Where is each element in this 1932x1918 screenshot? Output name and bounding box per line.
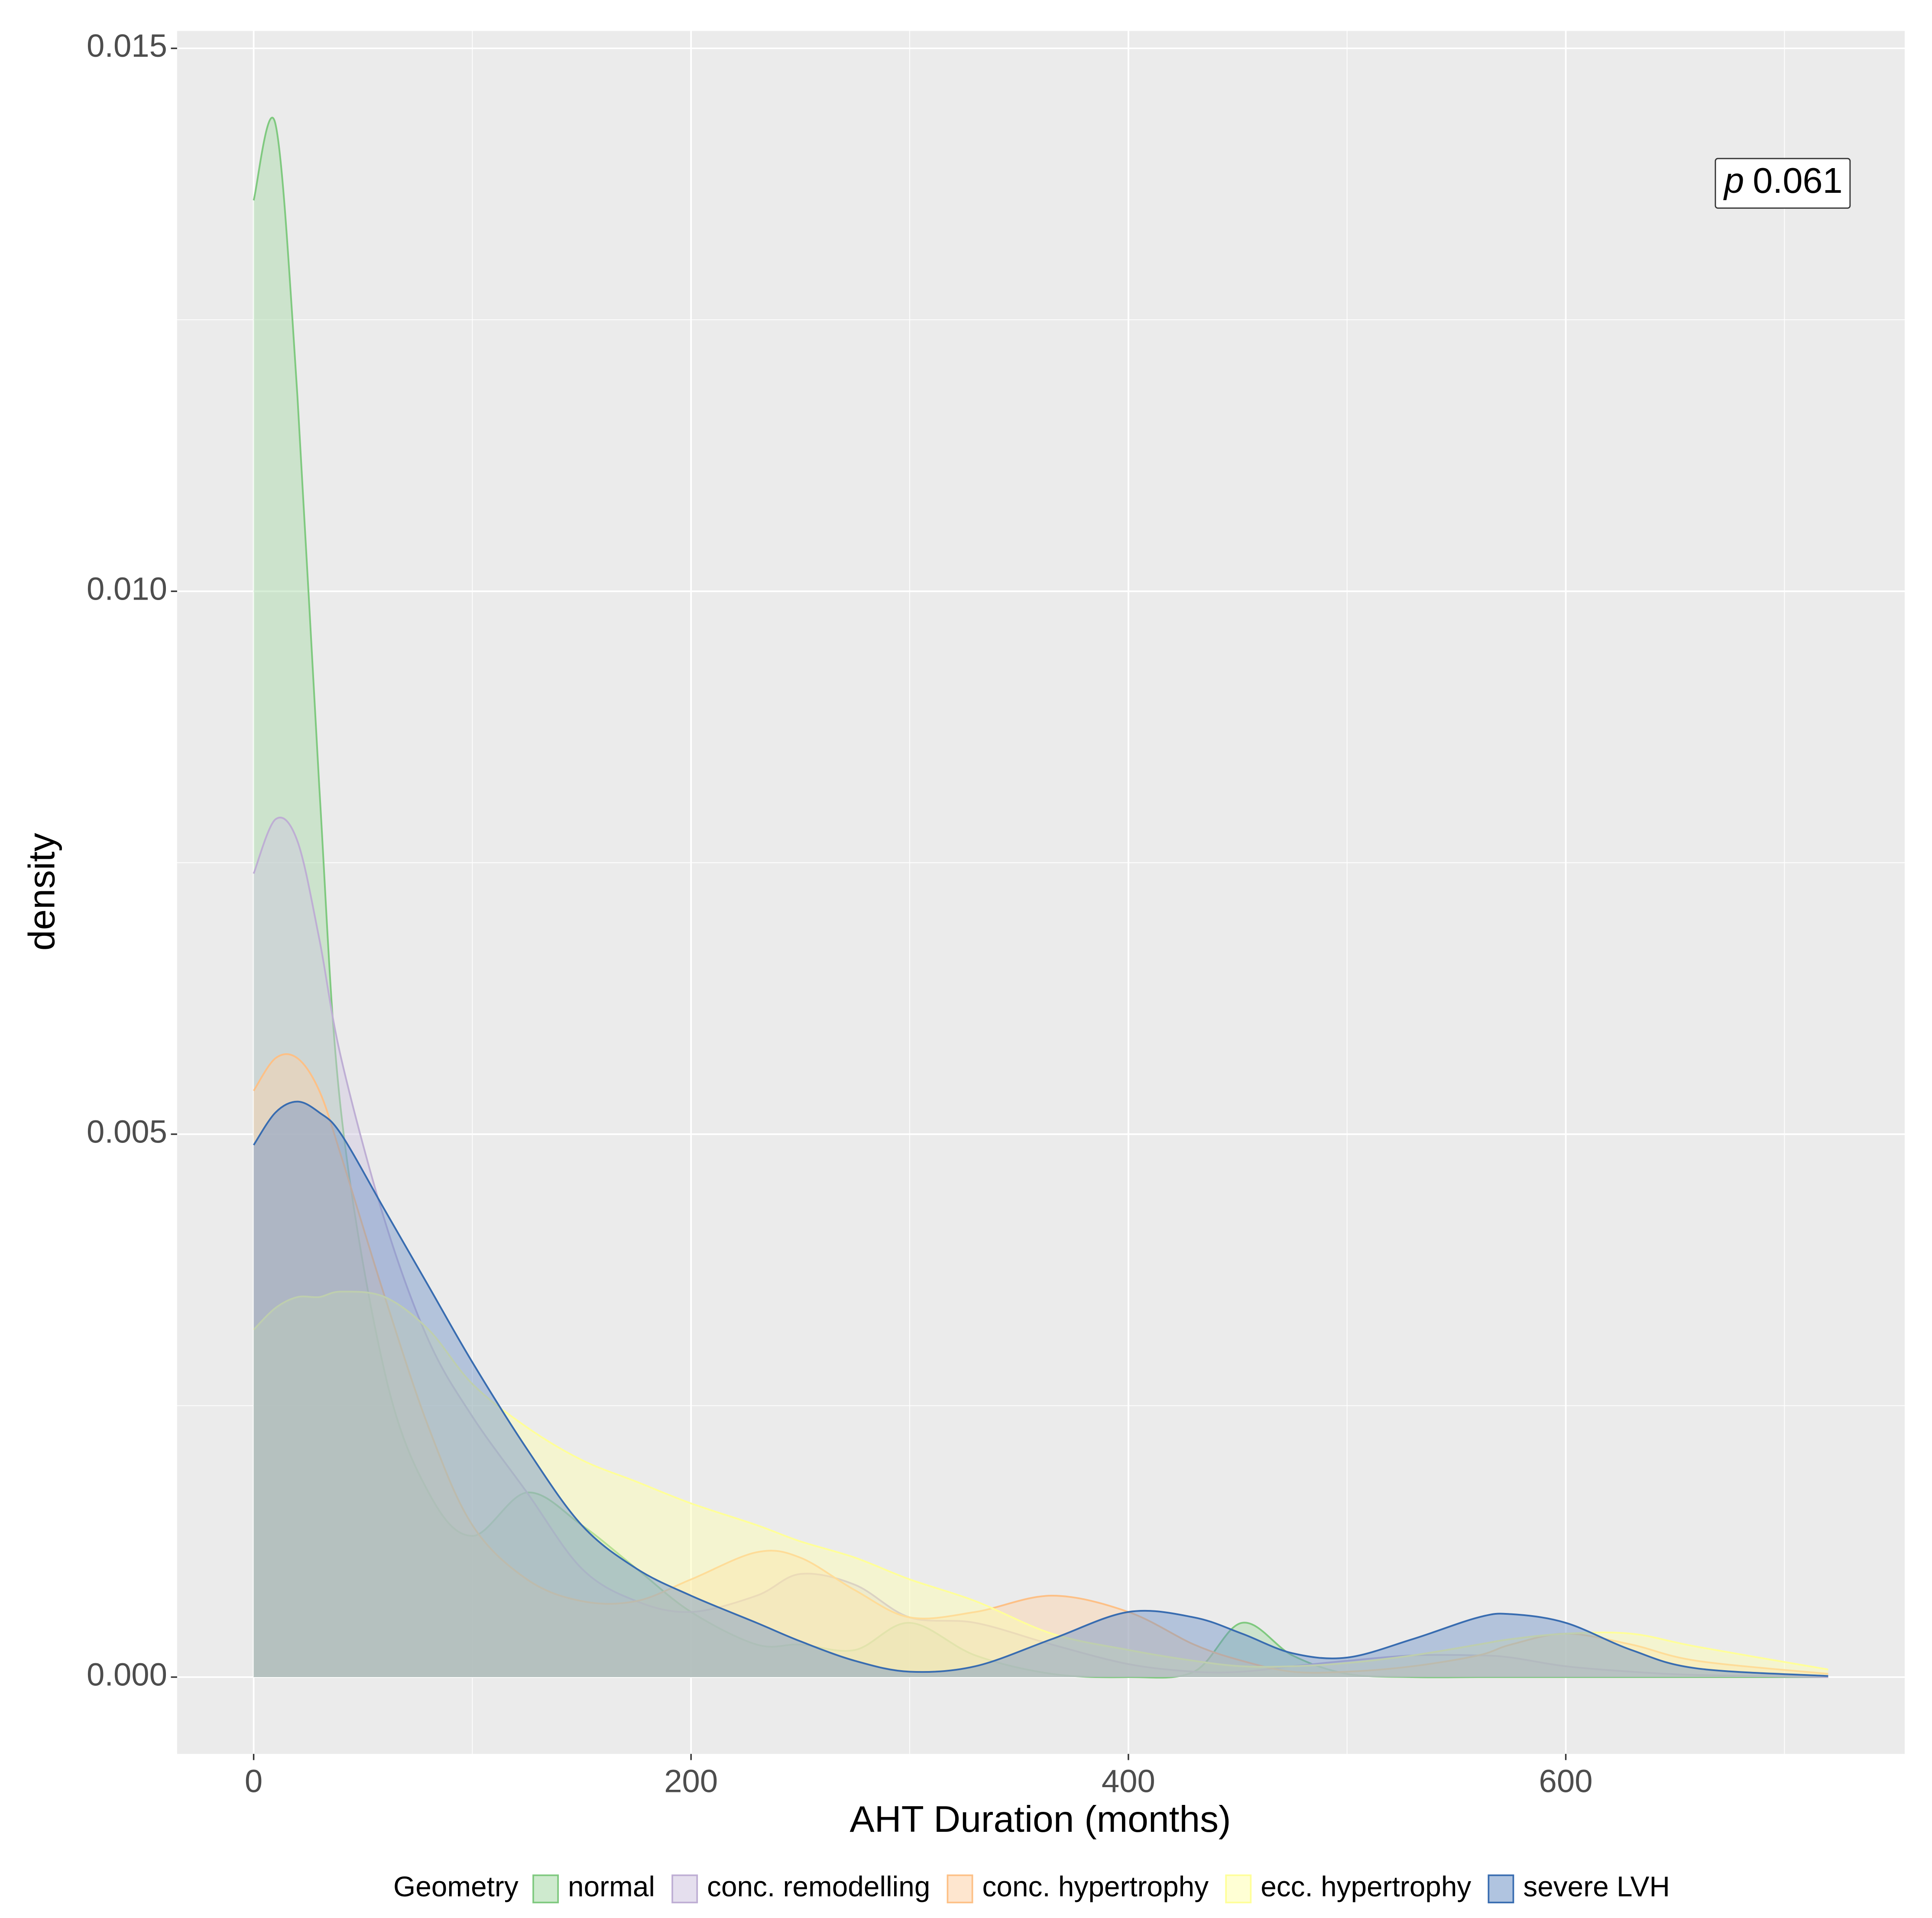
grid bbox=[177, 31, 1905, 1754]
annotation: p 0.061 bbox=[1715, 158, 1851, 209]
density-line bbox=[253, 117, 1828, 1679]
density-line bbox=[253, 1291, 1828, 1671]
density-area bbox=[253, 1292, 1828, 1678]
density-line bbox=[253, 1100, 1828, 1677]
density-area bbox=[253, 1101, 1828, 1678]
legend-key bbox=[671, 1874, 698, 1904]
annotation-box bbox=[1715, 158, 1851, 209]
legend-label: conc. remodelling bbox=[707, 1870, 930, 1902]
legend-key bbox=[947, 1874, 973, 1904]
density-areas bbox=[253, 117, 1828, 1679]
legend-label: ecc. hypertrophy bbox=[1261, 1870, 1471, 1902]
legend-label: normal bbox=[568, 1870, 655, 1902]
x-tick-label: 200 bbox=[664, 1763, 718, 1799]
y-tick-label: 0.010 bbox=[87, 571, 167, 607]
legend-label: severe LVH bbox=[1523, 1870, 1670, 1902]
density-area bbox=[253, 818, 1828, 1678]
axes: 0 200 400 600 0.000 0.005 0.010 0.015 bbox=[87, 28, 1593, 1799]
panel-background bbox=[177, 31, 1905, 1754]
legend-key bbox=[1488, 1874, 1514, 1904]
legend-key bbox=[1225, 1874, 1252, 1904]
annotation-symbol: p bbox=[1723, 160, 1744, 201]
x-axis-title: AHT Duration (months) bbox=[850, 1798, 1231, 1840]
x-tick-label: 600 bbox=[1539, 1763, 1593, 1799]
annotation-value: 0.061 bbox=[1753, 160, 1842, 201]
annotation-text: p 0.061 bbox=[1723, 160, 1843, 201]
legend-label: conc. hypertrophy bbox=[982, 1870, 1209, 1902]
density-area bbox=[253, 117, 1828, 1678]
density-area bbox=[253, 1054, 1828, 1678]
legend-key bbox=[532, 1874, 559, 1904]
y-tick-label: 0.005 bbox=[87, 1113, 167, 1149]
x-tick-label: 400 bbox=[1102, 1763, 1155, 1799]
y-axis-title: density bbox=[21, 833, 63, 951]
x-tick-label: 0 bbox=[245, 1763, 263, 1799]
y-tick-label: 0.015 bbox=[87, 28, 167, 64]
density-line bbox=[253, 1053, 1828, 1675]
legend: Geometry normal conc. remodelling conc. hyp… bbox=[393, 1870, 1670, 1904]
legend-title: Geometry bbox=[393, 1870, 519, 1902]
y-tick-label: 0.000 bbox=[87, 1657, 167, 1693]
